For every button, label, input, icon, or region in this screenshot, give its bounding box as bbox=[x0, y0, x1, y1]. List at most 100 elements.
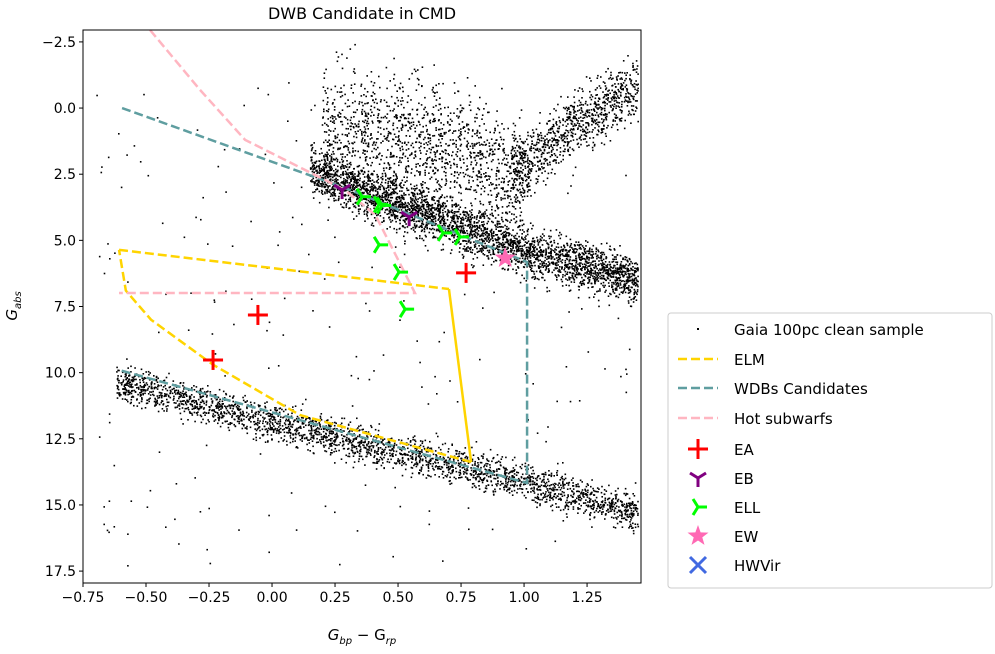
gaia-point bbox=[462, 248, 465, 250]
gaia-point bbox=[343, 202, 346, 204]
gaia-point bbox=[458, 135, 461, 137]
gaia-point bbox=[480, 153, 483, 155]
gaia-point bbox=[627, 281, 629, 283]
gaia-point bbox=[421, 214, 423, 216]
gaia-point bbox=[455, 205, 457, 208]
gaia-point bbox=[576, 266, 578, 268]
gaia-point bbox=[599, 252, 602, 254]
gaia-point bbox=[402, 114, 405, 117]
gaia-point bbox=[622, 270, 625, 273]
gaia-point bbox=[597, 280, 600, 282]
gaia-point bbox=[476, 225, 479, 227]
gaia-point bbox=[484, 187, 486, 189]
gaia-point bbox=[325, 166, 328, 169]
gaia-point bbox=[367, 142, 370, 144]
gaia-point bbox=[389, 210, 391, 212]
gaia-point bbox=[462, 255, 465, 258]
gaia-point bbox=[526, 249, 528, 251]
gaia-point bbox=[623, 288, 626, 291]
gaia-point bbox=[401, 157, 403, 159]
gaia-point bbox=[393, 210, 396, 212]
gaia-point bbox=[631, 272, 633, 275]
gaia-point bbox=[339, 116, 342, 118]
gaia-point bbox=[396, 196, 399, 198]
gaia-point bbox=[586, 260, 588, 263]
gaia-point bbox=[497, 214, 500, 216]
gaia-point bbox=[327, 145, 329, 147]
gaia-point bbox=[555, 159, 557, 161]
gaia-point bbox=[438, 158, 441, 160]
gaia-point bbox=[423, 200, 426, 202]
gaia-point bbox=[431, 224, 433, 227]
gaia-point bbox=[568, 262, 571, 265]
gaia-point bbox=[421, 226, 423, 229]
gaia-point bbox=[533, 273, 536, 275]
gaia-point bbox=[424, 169, 426, 172]
gaia-point bbox=[495, 239, 497, 242]
gaia-point bbox=[466, 165, 468, 167]
gaia-point bbox=[561, 134, 563, 137]
gaia-point bbox=[366, 124, 368, 127]
gaia-point bbox=[542, 273, 544, 276]
gaia-point bbox=[580, 259, 582, 262]
gaia-point bbox=[316, 182, 318, 185]
gaia-point bbox=[451, 219, 453, 222]
gaia-point bbox=[509, 195, 511, 198]
gaia-point bbox=[460, 133, 463, 136]
gaia-point bbox=[594, 278, 596, 280]
gaia-point bbox=[528, 251, 530, 253]
gaia-point bbox=[487, 257, 490, 259]
gaia-point bbox=[482, 213, 485, 216]
gaia-point bbox=[351, 177, 353, 180]
gaia-point bbox=[443, 131, 446, 134]
gaia-point bbox=[355, 201, 357, 204]
gaia-point bbox=[431, 203, 434, 206]
gaia-point bbox=[401, 123, 404, 126]
gaia-point bbox=[485, 172, 487, 174]
gaia-point bbox=[585, 245, 587, 247]
gaia-point bbox=[348, 162, 351, 165]
gaia-point bbox=[310, 149, 313, 152]
gaia-point bbox=[608, 248, 611, 251]
gaia-point bbox=[401, 206, 404, 209]
gaia-point bbox=[383, 188, 385, 191]
gaia-point bbox=[400, 203, 402, 205]
gaia-point bbox=[533, 270, 535, 273]
gaia-point bbox=[495, 247, 498, 250]
gaia-point bbox=[385, 167, 388, 169]
gaia-point bbox=[558, 125, 561, 128]
gaia-point bbox=[474, 85, 476, 87]
gaia-point bbox=[525, 246, 528, 249]
gaia-point bbox=[538, 241, 541, 243]
gaia-point bbox=[605, 135, 607, 137]
gaia-point bbox=[374, 212, 377, 215]
gaia-point bbox=[580, 107, 583, 109]
gaia-point bbox=[466, 77, 469, 79]
gaia-point bbox=[534, 264, 536, 267]
gaia-point bbox=[560, 249, 562, 252]
gaia-point bbox=[550, 235, 552, 238]
gaia-point bbox=[543, 265, 545, 267]
gaia-point bbox=[531, 168, 533, 170]
gaia-point bbox=[564, 107, 566, 110]
gaia-point bbox=[551, 146, 554, 149]
gaia-point bbox=[459, 206, 462, 208]
gaia-point bbox=[519, 250, 521, 252]
gaia-point bbox=[376, 214, 378, 217]
gaia-point bbox=[400, 161, 402, 164]
gaia-point bbox=[602, 274, 605, 277]
gaia-point bbox=[619, 254, 622, 257]
gaia-point bbox=[517, 267, 520, 269]
gaia-point bbox=[521, 233, 523, 235]
gaia-point bbox=[622, 87, 624, 90]
gaia-point bbox=[501, 232, 504, 235]
gaia-point bbox=[637, 285, 639, 288]
gaia-point bbox=[330, 188, 333, 191]
gaia-point bbox=[327, 173, 329, 175]
gaia-point bbox=[603, 107, 606, 110]
gaia-point bbox=[488, 203, 491, 205]
gaia-point bbox=[502, 143, 504, 145]
gaia-point bbox=[584, 268, 586, 270]
gaia-point bbox=[395, 156, 398, 158]
gaia-point bbox=[481, 241, 484, 243]
